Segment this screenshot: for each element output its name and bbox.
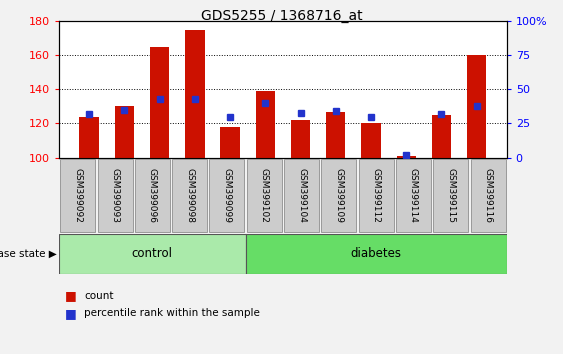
Text: GSM399104: GSM399104 bbox=[297, 168, 306, 223]
FancyBboxPatch shape bbox=[433, 159, 468, 232]
Bar bbox=[361, 124, 381, 158]
Bar bbox=[150, 47, 169, 158]
Bar bbox=[220, 127, 240, 158]
FancyBboxPatch shape bbox=[60, 159, 95, 232]
Text: ■: ■ bbox=[65, 307, 77, 320]
Text: GSM399116: GSM399116 bbox=[484, 168, 493, 223]
FancyBboxPatch shape bbox=[471, 159, 506, 232]
Bar bbox=[115, 107, 134, 158]
Bar bbox=[79, 116, 99, 158]
FancyBboxPatch shape bbox=[172, 159, 207, 232]
FancyBboxPatch shape bbox=[359, 159, 394, 232]
FancyBboxPatch shape bbox=[247, 159, 282, 232]
Bar bbox=[432, 115, 451, 158]
Bar bbox=[185, 30, 204, 158]
Text: control: control bbox=[132, 247, 173, 261]
Text: GDS5255 / 1368716_at: GDS5255 / 1368716_at bbox=[200, 9, 363, 23]
Text: count: count bbox=[84, 291, 114, 301]
Text: GSM399093: GSM399093 bbox=[110, 168, 119, 223]
FancyBboxPatch shape bbox=[321, 159, 356, 232]
Text: GSM399112: GSM399112 bbox=[372, 168, 381, 223]
FancyBboxPatch shape bbox=[396, 159, 431, 232]
FancyBboxPatch shape bbox=[97, 159, 133, 232]
FancyBboxPatch shape bbox=[209, 159, 244, 232]
Text: GSM399109: GSM399109 bbox=[334, 168, 343, 223]
Text: diabetes: diabetes bbox=[351, 247, 401, 261]
Text: GSM399099: GSM399099 bbox=[222, 168, 231, 223]
Text: disease state ▶: disease state ▶ bbox=[0, 249, 56, 259]
Text: GSM399092: GSM399092 bbox=[73, 168, 82, 223]
Text: GSM399098: GSM399098 bbox=[185, 168, 194, 223]
FancyBboxPatch shape bbox=[284, 159, 319, 232]
Bar bbox=[326, 112, 346, 158]
Text: GSM399114: GSM399114 bbox=[409, 168, 418, 223]
Text: GSM399096: GSM399096 bbox=[148, 168, 157, 223]
Text: ■: ■ bbox=[65, 289, 77, 302]
Bar bbox=[291, 120, 310, 158]
Bar bbox=[467, 55, 486, 158]
Text: GSM399115: GSM399115 bbox=[446, 168, 455, 223]
Bar bbox=[396, 156, 416, 158]
FancyBboxPatch shape bbox=[59, 234, 245, 274]
Text: GSM399102: GSM399102 bbox=[260, 168, 269, 223]
FancyBboxPatch shape bbox=[245, 234, 507, 274]
FancyBboxPatch shape bbox=[135, 159, 170, 232]
Text: percentile rank within the sample: percentile rank within the sample bbox=[84, 308, 260, 318]
Bar bbox=[256, 91, 275, 158]
